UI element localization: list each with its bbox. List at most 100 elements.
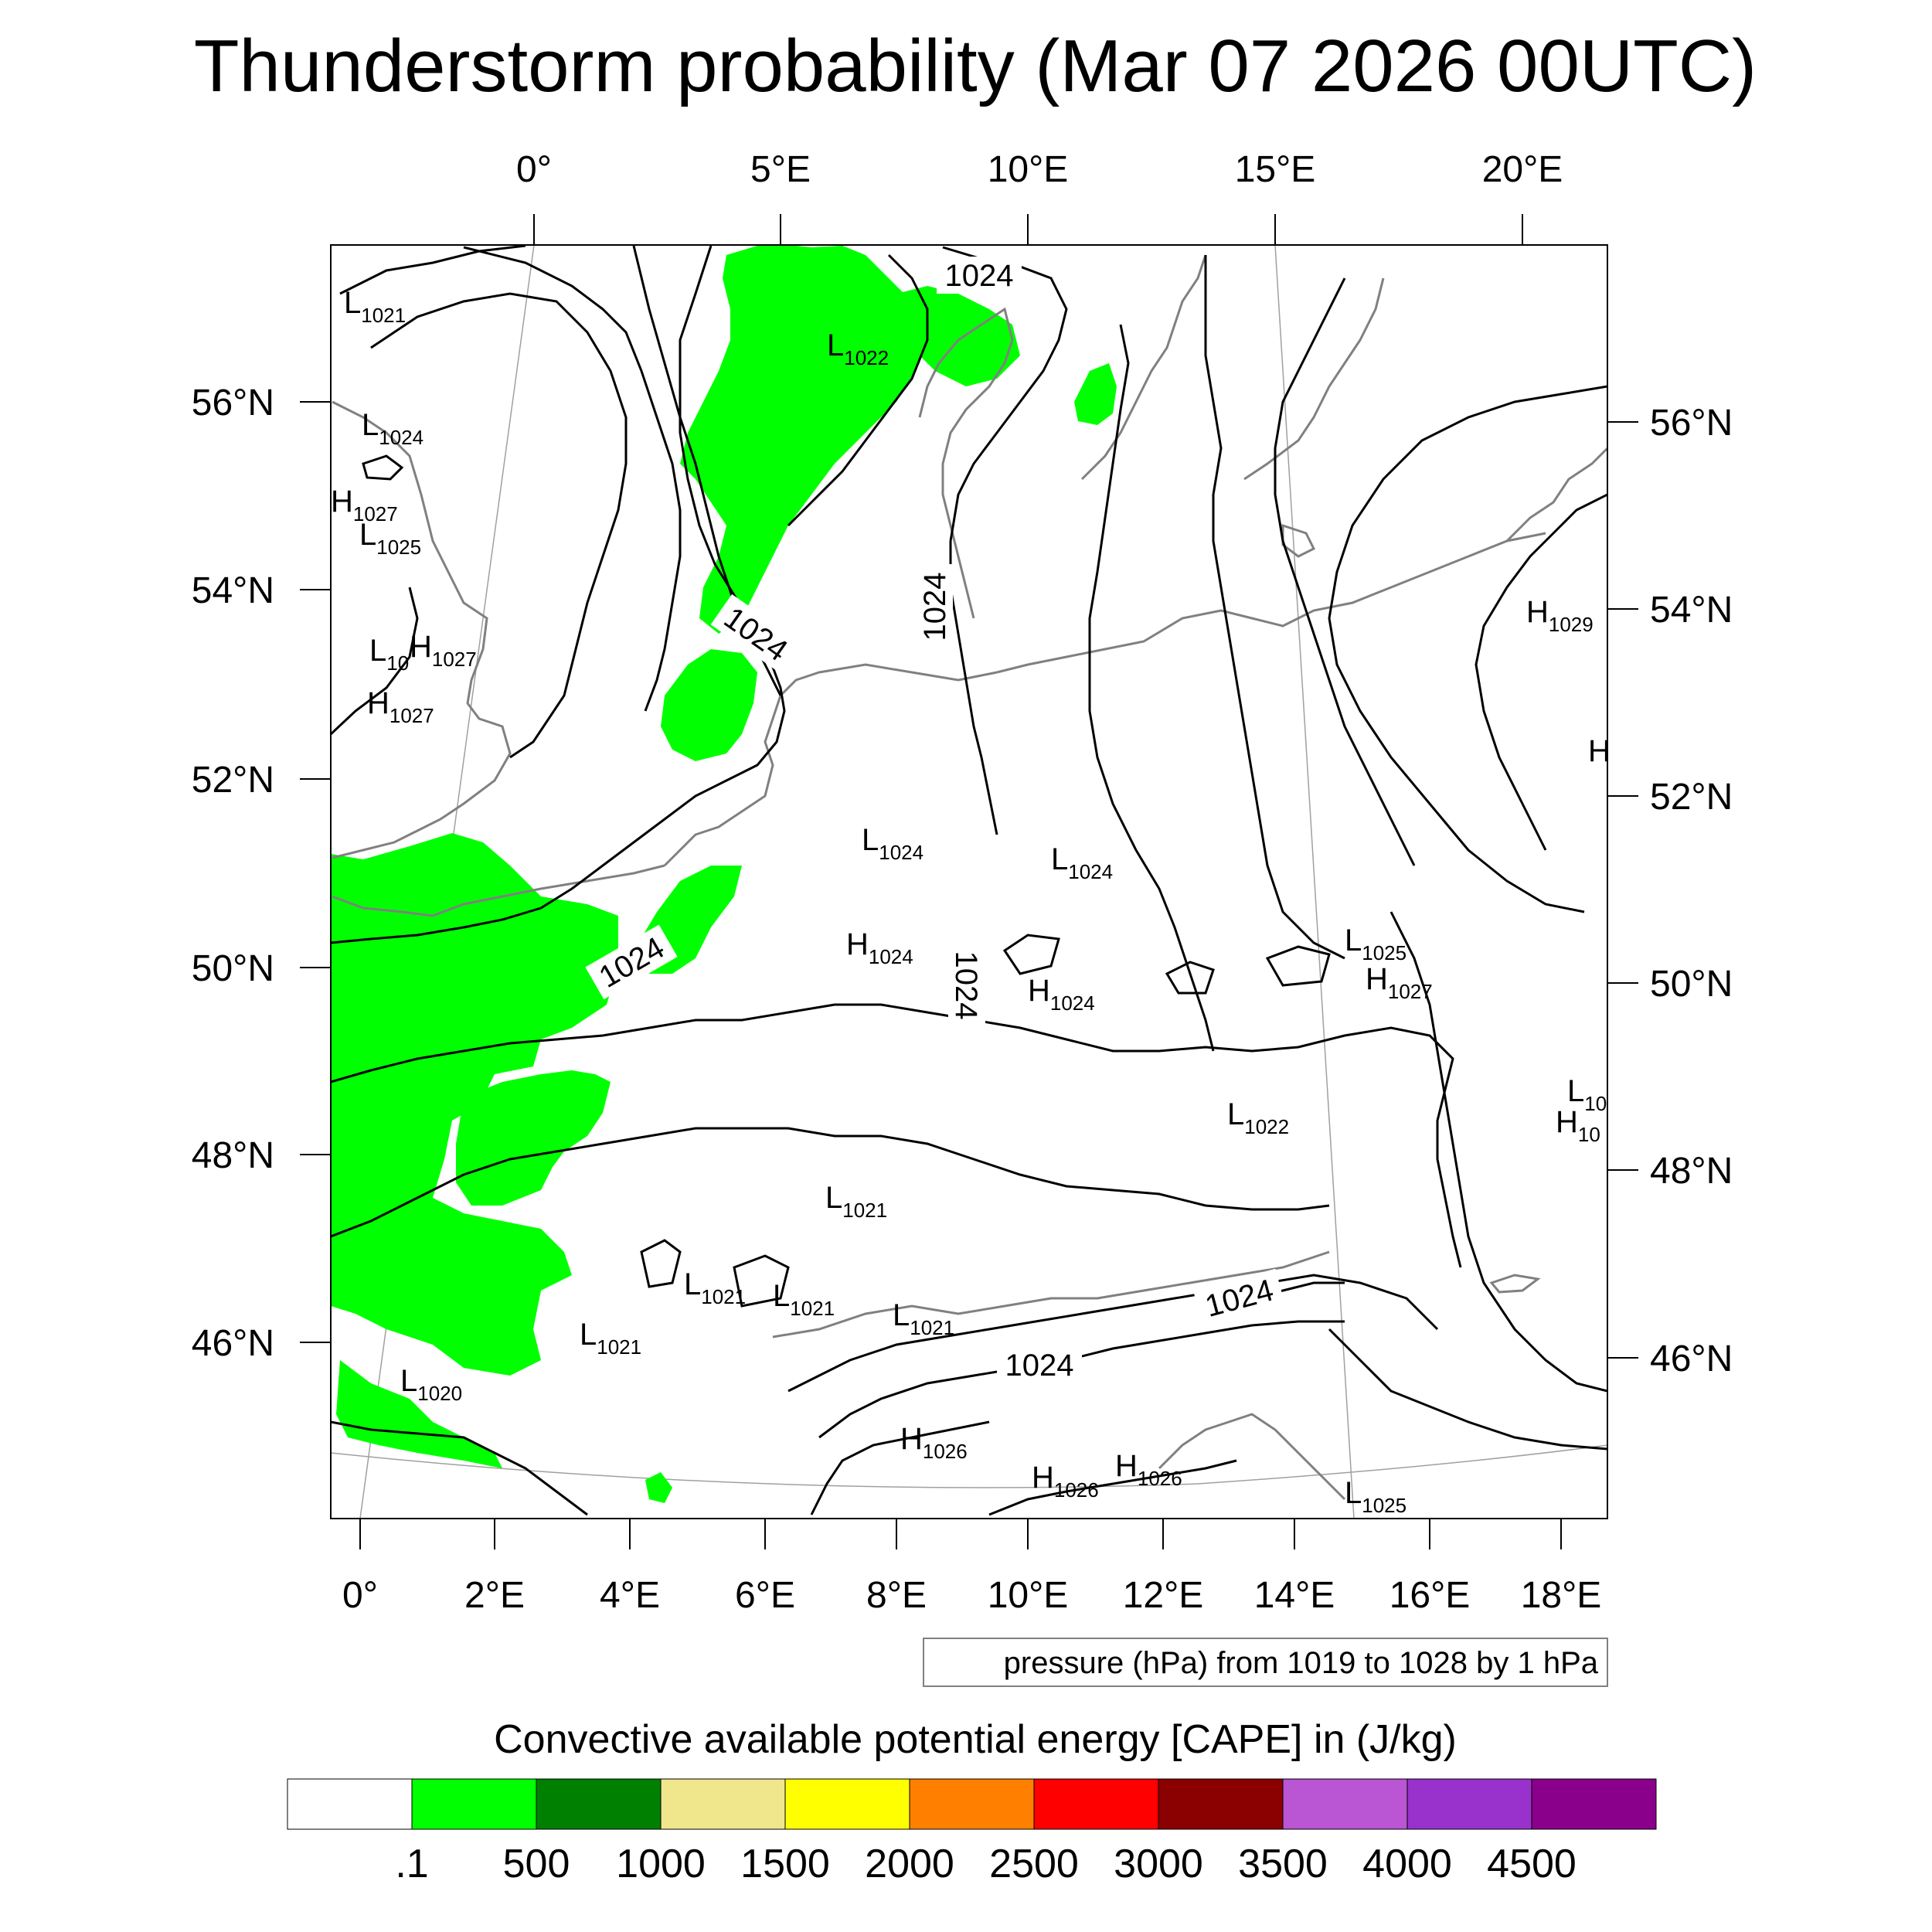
axis-label: 48°N bbox=[1650, 1151, 1733, 1192]
colorbar-box bbox=[1033, 1778, 1159, 1830]
pressure-center: L1021 bbox=[773, 1279, 835, 1320]
map-background bbox=[331, 245, 1607, 1519]
isobar-small-ring-5 bbox=[733, 1254, 790, 1308]
sweden-east-coast bbox=[1243, 277, 1385, 481]
map-panel: 1024 1024 1024 1024 1024 1024 bbox=[330, 244, 1611, 1519]
colorbar-tick-label: 2500 bbox=[989, 1842, 1079, 1886]
isobar-baltic bbox=[1204, 255, 1345, 960]
colorbar-tick-label: 1000 bbox=[616, 1842, 706, 1886]
isobar-uk-ring bbox=[362, 454, 404, 481]
axis-ticks bbox=[300, 214, 1638, 1549]
cape-region-pyrenees bbox=[645, 1472, 672, 1503]
isobar-alps-3 bbox=[810, 1420, 990, 1515]
colorbar-box bbox=[1158, 1778, 1284, 1830]
axis-label: 8°E bbox=[866, 1575, 927, 1616]
colorbar: Convective available potential energy [C… bbox=[287, 1717, 1657, 1886]
pressure-center: L1024 bbox=[1051, 842, 1113, 883]
pressure-center: L1025 bbox=[1345, 923, 1406, 964]
colorbar-box bbox=[909, 1778, 1035, 1830]
pressure-center: H1026 bbox=[900, 1422, 968, 1463]
axis-label: 18°E bbox=[1521, 1575, 1602, 1616]
colorbar-tick-label: 4000 bbox=[1362, 1842, 1452, 1886]
axis-label: 52°N bbox=[1650, 777, 1733, 818]
isobar-alps-1 bbox=[787, 1274, 1439, 1393]
pressure-center: H1027 bbox=[367, 686, 434, 727]
colorbar-tick-label: 3000 bbox=[1114, 1842, 1203, 1886]
bottom-longitude-labels: 0° 2°E 4°E 6°E 8°E 10°E 12°E 14°E 16°E 1… bbox=[342, 1575, 1601, 1616]
denmark-coast bbox=[918, 307, 1014, 619]
pressure-center: H1024 bbox=[846, 927, 913, 968]
isobar-east-2 bbox=[1328, 385, 1607, 913]
pressure-center: H bbox=[1588, 734, 1611, 768]
isobar-france-1 bbox=[331, 1003, 1462, 1268]
axis-label: 54°N bbox=[192, 570, 274, 611]
svg-text:1024: 1024 bbox=[1005, 1349, 1074, 1383]
baltic-states-coast bbox=[1505, 447, 1607, 543]
colorbar-tick-label: 1500 bbox=[740, 1842, 830, 1886]
isobar-1024-north bbox=[942, 246, 1068, 835]
cape-region-southwest-france bbox=[336, 1360, 502, 1468]
pressure-center: H10 bbox=[1556, 1105, 1600, 1146]
top-longitude-labels: 0° 5°E 10°E 15°E 20°E bbox=[516, 149, 1563, 190]
axis-label: 0° bbox=[516, 149, 552, 190]
pressure-center: L1025 bbox=[359, 518, 421, 559]
isobars bbox=[331, 245, 1607, 1516]
svg-text:1024: 1024 bbox=[949, 951, 983, 1020]
axis-label: 52°N bbox=[192, 760, 274, 801]
axis-label: 10°E bbox=[988, 149, 1069, 190]
isobar-north-sea bbox=[463, 246, 682, 712]
info-box: pressure (hPa) from 1019 to 1028 by 1 hP… bbox=[923, 1638, 1608, 1687]
contour-label-north-sea: 1024 bbox=[937, 257, 1022, 294]
colorbar-ticks: .1 500 1000 1500 2000 2500 3000 3500 4000 4500 bbox=[395, 1842, 1577, 1886]
colorbar-box bbox=[1282, 1778, 1408, 1830]
colorbar-box bbox=[287, 1778, 413, 1830]
pressure-center: L1021 bbox=[893, 1298, 954, 1339]
isobar-small-ring-1 bbox=[1002, 934, 1060, 975]
isobar-east-3 bbox=[1475, 493, 1607, 851]
figure-title: Thunderstorm probability (Mar 07 2026 00… bbox=[194, 25, 1757, 107]
contour-label-germany-central: 1024 bbox=[948, 943, 985, 1028]
colorbar-tick-label: 4500 bbox=[1487, 1842, 1577, 1886]
axis-label: 56°N bbox=[1650, 403, 1733, 444]
cape-region-sweden bbox=[1074, 363, 1117, 425]
left-latitude-labels: 56°N 54°N 52°N 50°N 48°N 46°N bbox=[192, 383, 274, 1364]
contour-label-germany-north: 1024 bbox=[916, 564, 953, 649]
isobar-eastern-ridge bbox=[1389, 911, 1607, 1393]
axis-label: 54°N bbox=[1650, 590, 1733, 631]
svg-text:1024: 1024 bbox=[945, 259, 1014, 293]
axis-label: 0° bbox=[342, 1575, 378, 1616]
axis-label: 46°N bbox=[1650, 1338, 1733, 1379]
axis-label: 16°E bbox=[1389, 1575, 1471, 1616]
isobar-small-ring-2 bbox=[1165, 961, 1215, 995]
pressure-center: L1022 bbox=[1227, 1097, 1289, 1138]
pressure-center: L1021 bbox=[344, 286, 406, 327]
isobar-france-2 bbox=[331, 1127, 1330, 1238]
pressure-center: H1026 bbox=[1115, 1449, 1182, 1490]
contour-label-alps: 1024 bbox=[997, 1346, 1082, 1383]
sweden-coast bbox=[1080, 254, 1207, 481]
colorbar-boxes bbox=[287, 1778, 1657, 1830]
colorbar-tick-label: 2000 bbox=[865, 1842, 954, 1886]
axis-label: 48°N bbox=[192, 1135, 274, 1176]
colorbar-box bbox=[536, 1778, 662, 1830]
axis-label: 20°E bbox=[1482, 149, 1563, 190]
pressure-center: H1024 bbox=[1028, 974, 1095, 1015]
axis-label: 50°N bbox=[1650, 964, 1733, 1005]
pressure-center: H1026 bbox=[1032, 1461, 1099, 1502]
pressure-center: L1022 bbox=[827, 328, 889, 369]
isobar-1024-main bbox=[331, 245, 786, 944]
isobar-uk-trough bbox=[339, 245, 526, 295]
axis-label: 10°E bbox=[988, 1575, 1069, 1616]
pressure-center: H1027 bbox=[331, 485, 398, 526]
isobar-hungary bbox=[1328, 1328, 1607, 1451]
pressure-center: L1020 bbox=[400, 1364, 462, 1405]
isobar-east-1 bbox=[1274, 277, 1416, 866]
isobar-small-ring-4 bbox=[640, 1239, 682, 1288]
france-belgium-coast bbox=[663, 663, 998, 867]
map-frame bbox=[330, 244, 1608, 1519]
cape-region-north-sea bbox=[680, 245, 927, 634]
pressure-center: L1024 bbox=[362, 408, 423, 449]
pressure-center: L1024 bbox=[862, 823, 923, 864]
pressure-center: H1027 bbox=[410, 630, 477, 671]
isobar-uk-west bbox=[331, 587, 419, 736]
